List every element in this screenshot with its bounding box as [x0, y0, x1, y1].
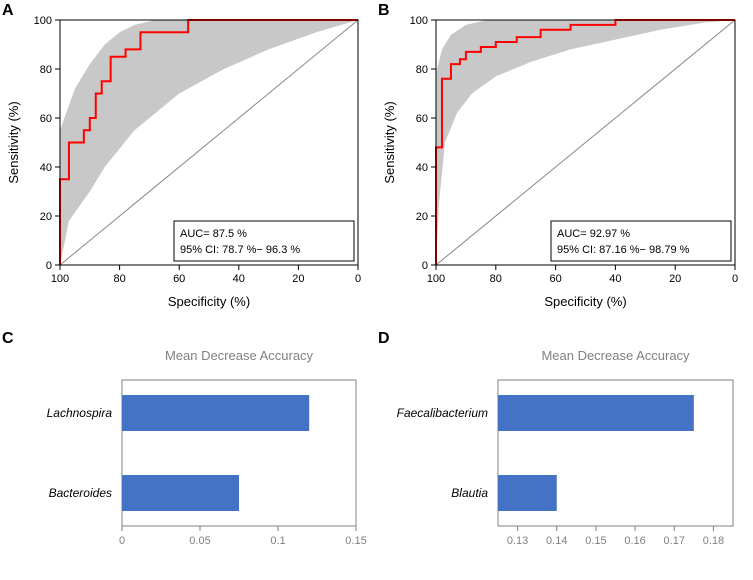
bar — [498, 395, 694, 431]
ytick-label: 100 — [34, 15, 52, 27]
panel-d: D Mean Decrease Accuracy Faecalibacterium… — [376, 330, 753, 570]
ytick-label: 20 — [40, 211, 52, 223]
bar-xtick: 0.14 — [546, 535, 567, 547]
legend-auc: AUC= 87.5 % — [180, 228, 247, 240]
y-axis-title: Sensitivity (%) — [6, 101, 21, 183]
legend-auc: AUC= 92.97 % — [557, 228, 630, 240]
bar-label: Blautia — [451, 486, 488, 500]
legend-ci: 95% CI: 87.16 %− 98.79 % — [557, 244, 690, 256]
xtick-label: 0 — [355, 273, 361, 285]
ytick-label: 40 — [416, 162, 428, 174]
roc-chart-b: 100 80 60 40 20 0 0 20 40 60 80 100 Specificity (%) S… — [376, 0, 753, 320]
x-axis-title: Specificity (%) — [168, 294, 250, 309]
bar-xtick: 0.15 — [345, 535, 366, 547]
panel-b: B 100 80 60 40 20 0 0 20 40 60 80 100 Specificity (%… — [376, 0, 753, 320]
xtick-label: 20 — [669, 273, 681, 285]
bar-xtick: 0.16 — [624, 535, 645, 547]
bar-xtick: 0.13 — [507, 535, 528, 547]
bar-xtick: 0.05 — [189, 535, 210, 547]
bar-chart-title: Mean Decrease Accuracy — [165, 348, 314, 363]
bar-xtick: 0.17 — [664, 535, 685, 547]
ytick-label: 80 — [40, 64, 52, 76]
bar-label: Bacteroides — [49, 486, 112, 500]
xtick-label: 40 — [233, 273, 245, 285]
ytick-label: 100 — [410, 15, 428, 27]
xtick-label: 40 — [609, 273, 621, 285]
panel-b-label: B — [378, 2, 390, 20]
bar-xtick: 0.18 — [703, 535, 724, 547]
xtick-label: 60 — [549, 273, 561, 285]
ytick-label: 80 — [416, 64, 428, 76]
bar — [122, 475, 239, 511]
xtick-label: 0 — [732, 273, 738, 285]
ytick-label: 0 — [422, 260, 428, 272]
xtick-label: 80 — [113, 273, 125, 285]
ytick-label: 60 — [416, 113, 428, 125]
legend-ci: 95% CI: 78.7 %− 96.3 % — [180, 244, 300, 256]
xtick-label: 100 — [427, 273, 445, 285]
y-axis-title: Sensitivity (%) — [382, 101, 397, 183]
bar-chart-title: Mean Decrease Accuracy — [541, 348, 690, 363]
panel-a: A 100 80 60 40 20 0 0 20 40 60 80 100 Specificity (%… — [0, 0, 376, 320]
bar — [498, 475, 557, 511]
panel-c-label: C — [2, 330, 14, 348]
ytick-label: 40 — [40, 162, 52, 174]
bar-label: Faecalibacterium — [397, 406, 488, 420]
panel-c: C Mean Decrease Accuracy Lachnospira Bacte… — [0, 330, 376, 570]
figure-container: A 100 80 60 40 20 0 0 20 40 60 80 100 Specificity (%… — [0, 0, 753, 580]
xtick-label: 100 — [51, 273, 69, 285]
ytick-label: 0 — [46, 260, 52, 272]
xtick-label: 60 — [173, 273, 185, 285]
x-axis-title: Specificity (%) — [544, 294, 626, 309]
bar — [122, 395, 309, 431]
bar-label: Lachnospira — [47, 406, 113, 420]
legend-box: AUC= 87.5 % 95% CI: 78.7 %− 96.3 % — [174, 221, 354, 261]
bar-chart-d: Mean Decrease Accuracy Faecalibacterium Bl… — [376, 330, 753, 570]
panel-d-label: D — [378, 330, 390, 348]
ytick-label: 60 — [40, 113, 52, 125]
bar-xtick: 0 — [119, 535, 125, 547]
xtick-label: 80 — [490, 273, 502, 285]
bar-chart-c: Mean Decrease Accuracy Lachnospira Bactero… — [0, 330, 376, 570]
bar-xtick: 0.15 — [585, 535, 606, 547]
xtick-label: 20 — [292, 273, 304, 285]
legend-box: AUC= 92.97 % 95% CI: 87.16 %− 98.79 % — [551, 221, 731, 261]
ytick-label: 20 — [416, 211, 428, 223]
roc-chart-a: 100 80 60 40 20 0 0 20 40 60 80 100 Specificity (%) S… — [0, 0, 376, 320]
bar-xtick: 0.1 — [270, 535, 285, 547]
panel-a-label: A — [2, 2, 14, 20]
